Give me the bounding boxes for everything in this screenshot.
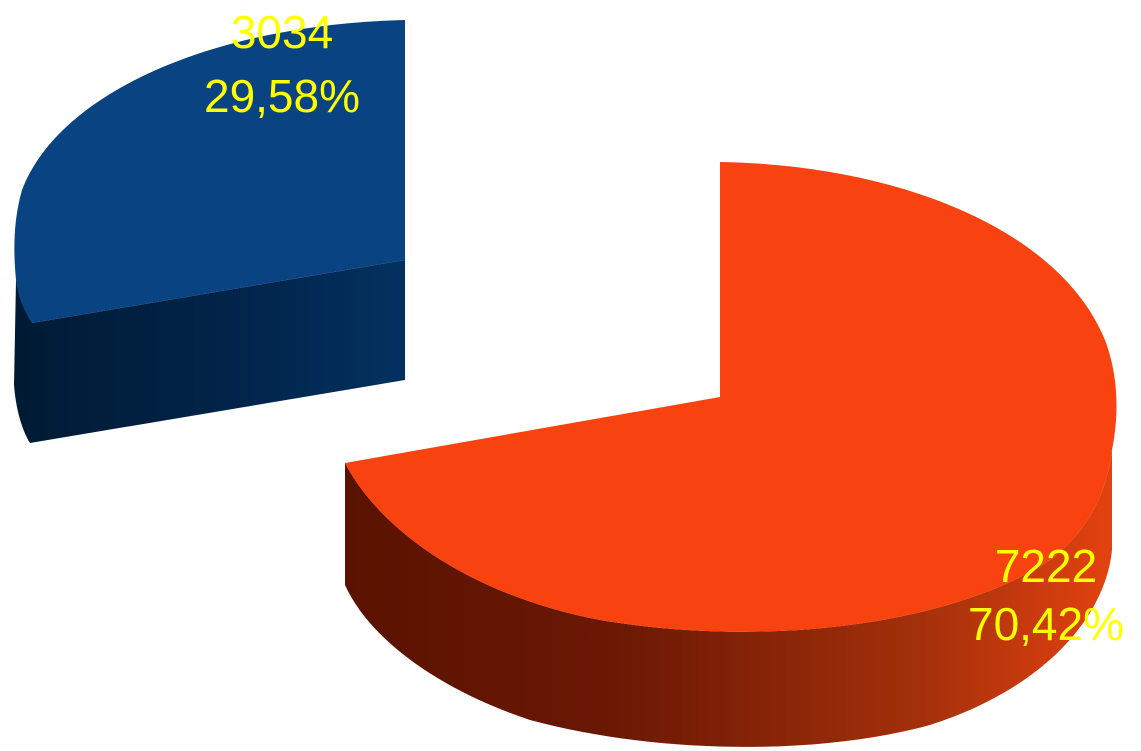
slice-value-3034: 3034 [231, 6, 333, 58]
pie-slice-7222 [345, 162, 1117, 747]
pie-slice-3034-side [14, 260, 405, 443]
pie-slice-3034 [14, 20, 406, 443]
pie-slice-7222-top [345, 162, 1117, 632]
slice-value-7222: 7222 [995, 540, 1097, 592]
slice-percent-3034: 29,58% [204, 70, 360, 122]
slice-percent-7222: 70,42% [968, 598, 1124, 650]
slice-label-3034: 3034 29,58% [204, 6, 360, 122]
slice-label-7222: 7222 70,42% [968, 540, 1124, 650]
pie-slice-7222-side [345, 450, 1112, 747]
pie-slice-3034-top [14, 20, 406, 323]
